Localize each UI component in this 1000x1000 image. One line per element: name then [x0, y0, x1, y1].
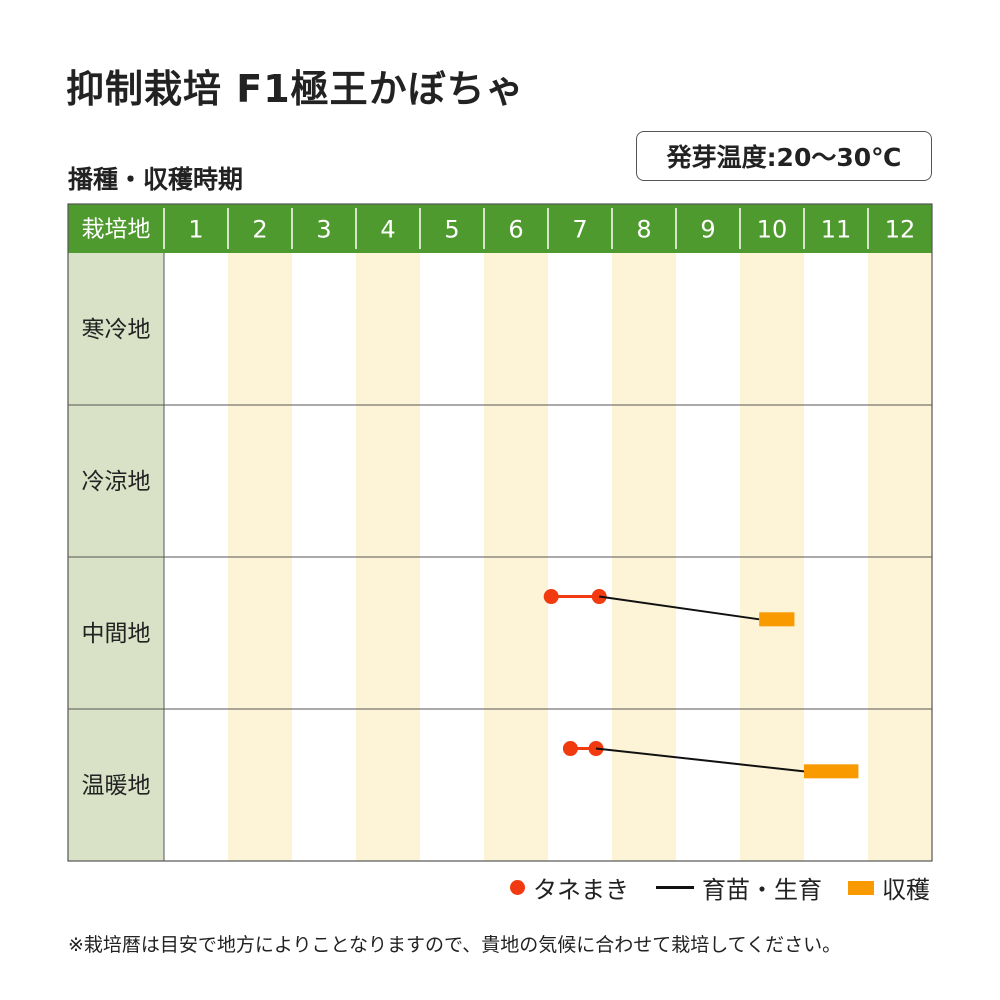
month-label: 10	[757, 216, 788, 244]
region-label: 冷涼地	[82, 469, 151, 495]
region-label: 寒冷地	[82, 317, 151, 343]
region-label: 温暖地	[82, 773, 151, 799]
sowing-start-dot	[543, 589, 559, 605]
legend-growing-label: 育苗・生育	[702, 876, 822, 904]
growing-line	[599, 595, 760, 621]
footnote: ※栽培暦は目安で地方によりことなりますので、貴地の気候に合わせて栽培してください…	[68, 934, 842, 956]
month-label: 5	[444, 216, 459, 244]
sowing-start-dot	[562, 741, 578, 757]
month-label: 8	[636, 216, 651, 244]
month-label: 2	[252, 216, 267, 244]
header-region-label: 栽培地	[82, 217, 151, 243]
month-label: 11	[821, 216, 852, 244]
chart-frame	[67, 203, 933, 862]
legend-sowing-label: タネまき	[533, 876, 629, 904]
legend-harvest: 収穫	[848, 870, 930, 905]
legend-sowing: タネまき	[510, 870, 629, 905]
month-label: 1	[188, 216, 203, 244]
month-label: 3	[316, 216, 331, 244]
chart-subtitle: 播種・収穫時期	[68, 165, 244, 194]
legend-harvest-label: 収穫	[882, 876, 930, 904]
harvest-bar-icon	[848, 880, 874, 895]
germination-temp-badge: 発芽温度:20～30℃	[636, 131, 932, 181]
header-bar	[68, 204, 932, 253]
legend-growing: 育苗・生育	[656, 870, 822, 905]
month-label: 4	[380, 216, 395, 244]
month-label: 9	[700, 216, 715, 244]
month-label: 7	[572, 216, 587, 244]
harvest-bar	[759, 612, 795, 627]
growing-line-icon	[656, 886, 694, 889]
harvest-bar	[804, 764, 859, 779]
month-label: 6	[508, 216, 523, 244]
month-label: 12	[885, 216, 916, 244]
sowing-dot-icon	[510, 880, 525, 895]
page-title: 抑制栽培 F1極王かぼちゃ	[66, 67, 525, 111]
region-label: 中間地	[82, 621, 151, 647]
growing-line	[595, 747, 805, 773]
